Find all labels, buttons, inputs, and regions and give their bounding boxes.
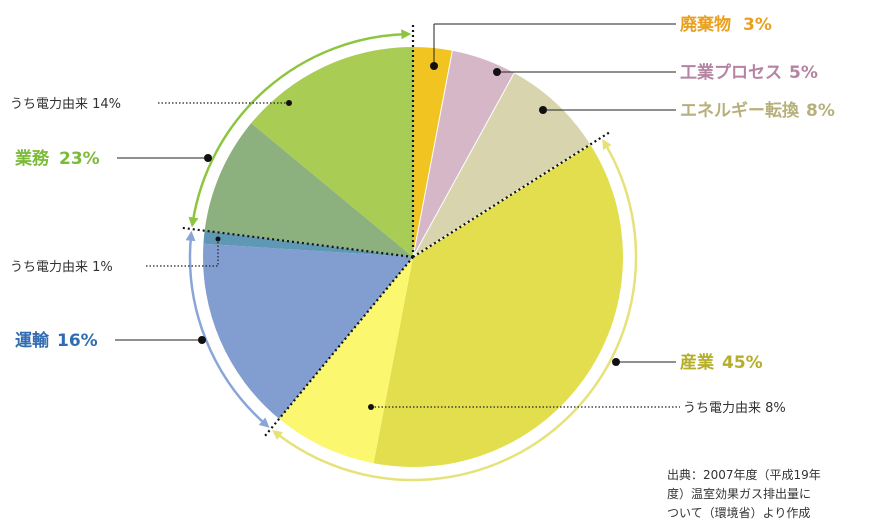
dot-energy-conversion xyxy=(539,106,547,114)
label-waste: 廃棄物 3% xyxy=(680,14,772,35)
source-line-1: 出典：2007年度（平成19年 xyxy=(667,468,821,482)
leader-lines xyxy=(115,23,680,408)
label-industry-sub: うち電力由来 8% xyxy=(683,401,786,416)
arc-arrow-industry xyxy=(272,138,638,482)
label-transport: 運輸 16% xyxy=(15,330,98,351)
dot-industrial-process xyxy=(493,68,501,76)
dot-waste xyxy=(430,62,438,70)
label-energy-conversion: エネルギー転換 8% xyxy=(680,100,835,121)
source-note: 出典：2007年度（平成19年 度）温室効果ガス排出量に ついて（環境省）より作… xyxy=(667,466,867,523)
dot-industry-sub xyxy=(368,404,374,410)
dot-transport-sub xyxy=(215,236,221,242)
label-industrial-process: 工業プロセス 5% xyxy=(680,62,818,83)
leader-dots xyxy=(198,62,620,410)
dot-industry xyxy=(612,358,620,366)
arc-arrow-business xyxy=(188,29,412,228)
label-transport-sub: うち電力由来 1% xyxy=(10,260,113,275)
dot-business xyxy=(204,154,212,162)
dot-business-sub xyxy=(286,100,292,106)
source-line-2: 度）温室効果ガス排出量に xyxy=(667,487,812,501)
dot-transport xyxy=(198,336,206,344)
source-line-3: ついて（環境省）より作成 xyxy=(667,506,811,520)
label-business-sub: うち電力由来 14% xyxy=(10,97,121,112)
label-industry: 産業 45% xyxy=(680,352,763,373)
label-business: 業務 23% xyxy=(15,148,100,169)
